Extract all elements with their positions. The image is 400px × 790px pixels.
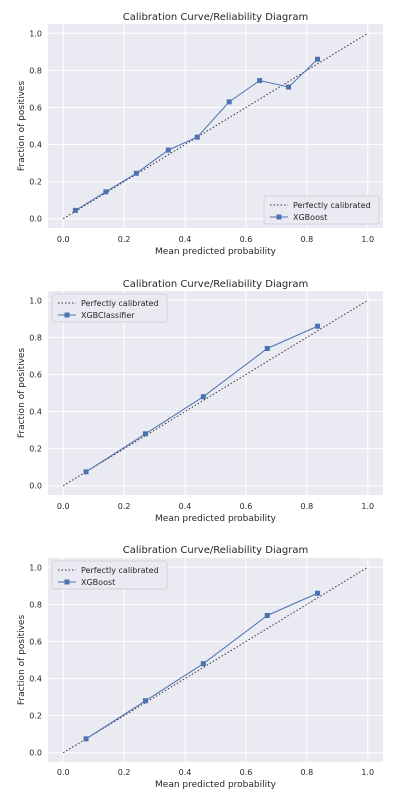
y-tick-label: 1.0 <box>29 29 42 38</box>
y-tick-label: 0.2 <box>29 445 42 454</box>
y-tick-label: 0.6 <box>29 637 42 646</box>
x-tick-label: 0.8 <box>300 235 313 244</box>
y-tick-label: 0.2 <box>29 712 42 721</box>
legend-box <box>263 195 380 225</box>
legend-swatch-marker <box>64 312 70 318</box>
x-tick-label: 0.8 <box>300 502 313 511</box>
legend-label: XGBClassifier <box>81 311 135 320</box>
y-axis-label: Fraction of positives <box>17 615 27 706</box>
x-axis-label: Mean predicted probability <box>155 247 277 257</box>
data-point-marker <box>103 189 109 195</box>
data-point-marker <box>72 207 78 213</box>
x-axis-label: Mean predicted probability <box>155 514 277 524</box>
x-tick-label: 0.4 <box>179 768 192 777</box>
data-point-marker <box>200 394 206 400</box>
x-tick-label: 0.4 <box>179 235 192 244</box>
y-tick-label: 0.6 <box>29 370 42 379</box>
x-tick-label: 0.0 <box>57 235 70 244</box>
y-tick-label: 0.0 <box>29 215 42 224</box>
x-tick-label: 0.2 <box>118 502 131 511</box>
legend-label: Perfectly calibrated <box>293 201 371 210</box>
legend-box <box>51 293 168 323</box>
data-point-marker <box>257 78 263 84</box>
data-point-marker <box>142 698 148 704</box>
chart-title: Calibration Curve/Reliability Diagram <box>123 279 308 290</box>
legend: Perfectly calibrated XGBClassifier <box>51 293 168 323</box>
x-axis-label: Mean predicted probability <box>155 780 277 790</box>
y-tick-label: 0.8 <box>29 66 42 75</box>
chart-title: Calibration Curve/Reliability Diagram <box>123 12 308 23</box>
y-tick-label: 0.8 <box>29 600 42 609</box>
legend-box <box>51 560 168 590</box>
legend: Perfectly calibrated XGBoost <box>263 195 380 225</box>
y-tick-label: 0.0 <box>29 482 42 491</box>
y-tick-label: 1.0 <box>29 296 42 305</box>
y-tick-label: 0.2 <box>29 178 42 187</box>
legend: Perfectly calibrated XGBoost <box>51 560 168 590</box>
legend-swatch-marker <box>64 579 70 585</box>
chart-title: Calibration Curve/Reliability Diagram <box>123 545 308 556</box>
x-tick-label: 0.6 <box>240 502 253 511</box>
y-axis-label: Fraction of positives <box>17 348 27 439</box>
y-tick-label: 0.0 <box>29 749 42 758</box>
x-tick-label: 0.6 <box>240 768 253 777</box>
x-tick-label: 1.0 <box>361 502 374 511</box>
chart-panel-2: 0.0 0.2 0.4 0.6 0.8 1.0 0.0 0.2 0.4 0.6 0.8 1.0 Cali… <box>17 279 383 524</box>
x-tick-label: 0.2 <box>118 235 131 244</box>
data-point-marker <box>200 661 206 667</box>
data-point-marker <box>83 736 89 742</box>
legend-label: Perfectly calibrated <box>81 299 159 308</box>
data-point-marker <box>142 431 148 437</box>
data-point-marker <box>315 56 321 62</box>
y-tick-label: 0.8 <box>29 333 42 342</box>
legend-swatch-marker <box>276 214 282 220</box>
x-tick-label: 0.6 <box>240 235 253 244</box>
data-point-marker <box>315 590 321 596</box>
data-point-marker <box>83 469 89 475</box>
y-tick-label: 0.4 <box>29 675 42 684</box>
y-tick-label: 0.6 <box>29 103 42 112</box>
legend-label: Perfectly calibrated <box>81 566 159 575</box>
data-point-marker <box>264 345 270 351</box>
x-tick-label: 0.4 <box>179 502 192 511</box>
data-point-marker <box>133 170 139 176</box>
y-axis-label: Fraction of positives <box>17 81 27 172</box>
data-point-marker <box>194 134 200 140</box>
data-point-marker <box>165 147 171 153</box>
x-tick-label: 1.0 <box>361 235 374 244</box>
legend-label: XGBoost <box>81 578 115 587</box>
x-tick-label: 0.0 <box>57 768 70 777</box>
legend-label: XGBoost <box>293 213 327 222</box>
chart-panel-3: 0.0 0.2 0.4 0.6 0.8 1.0 0.0 0.2 0.4 0.6 0.8 1.0 Cali… <box>17 545 383 790</box>
data-point-marker <box>264 612 270 618</box>
x-tick-label: 0.2 <box>118 768 131 777</box>
x-tick-label: 0.0 <box>57 502 70 511</box>
y-tick-label: 1.0 <box>29 563 42 572</box>
x-tick-label: 1.0 <box>361 768 374 777</box>
data-point-marker <box>286 84 292 90</box>
y-tick-label: 0.4 <box>29 408 42 417</box>
x-tick-label: 0.8 <box>300 768 313 777</box>
chart-panel-1: 0.0 0.2 0.4 0.6 0.8 1.0 0.0 0.2 0.4 0.6 0.8 1.0 Cali… <box>17 12 383 257</box>
data-point-marker <box>315 323 321 329</box>
y-tick-label: 0.4 <box>29 141 42 150</box>
data-point-marker <box>226 99 232 105</box>
